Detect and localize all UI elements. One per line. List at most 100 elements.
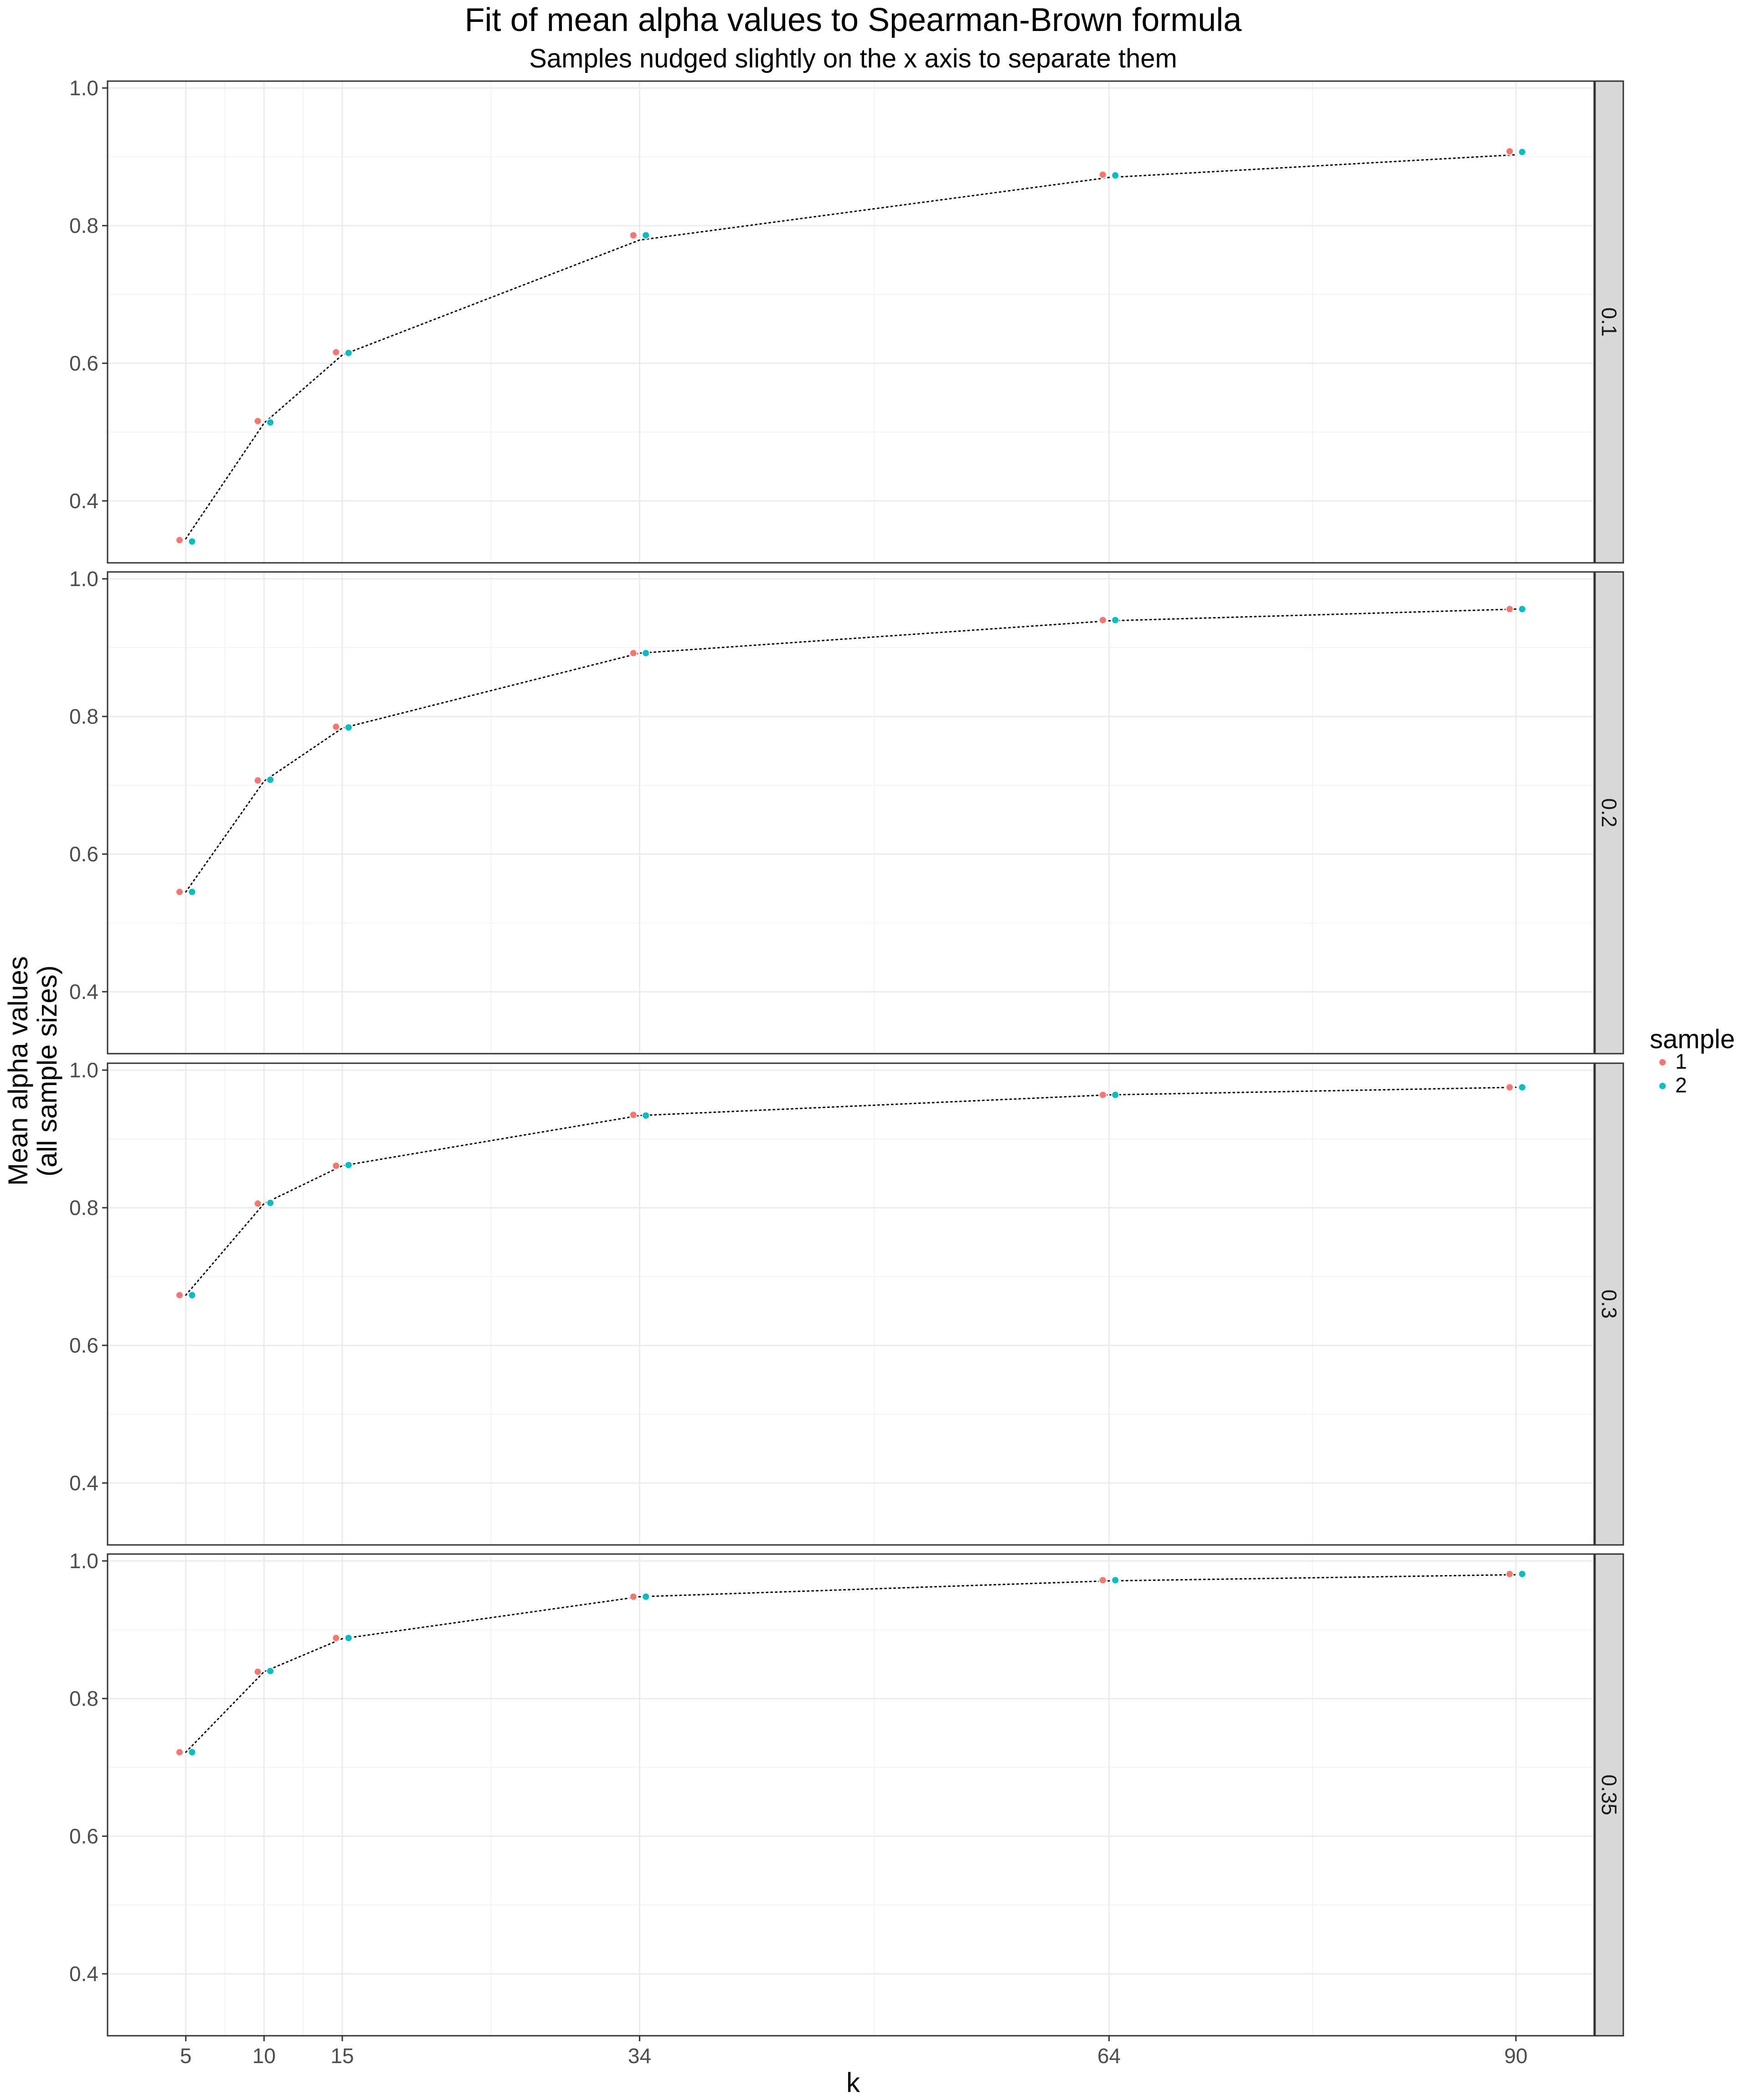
y-tick-label: 1.0 <box>69 567 98 591</box>
facet-strip <box>1594 80 1624 564</box>
x-axis: 5 10 15 34 64 90 <box>180 2036 1528 2068</box>
facet-panel-0.1: 0.4 0.6 0.8 1.0 0.1 <box>69 76 1624 564</box>
data-point-sample-2 <box>1111 1091 1120 1099</box>
y-tick-label: 0.8 <box>69 214 98 237</box>
facet-strip-label: 0.1 <box>1597 308 1621 337</box>
spearman-brown-fit-line <box>185 608 1517 893</box>
data-point-sample-2 <box>642 1592 650 1601</box>
y-tick-label: 0.4 <box>69 980 98 1004</box>
data-point-sample-1 <box>253 417 262 425</box>
data-point-sample-2 <box>642 649 650 658</box>
data-point-sample-1 <box>629 231 638 240</box>
x-axis-title: k <box>846 2067 860 2098</box>
data-point-sample-2 <box>642 231 650 240</box>
facet-strip-label: 0.2 <box>1597 798 1621 828</box>
data-point-sample-1 <box>175 536 184 545</box>
y-tick-label: 0.6 <box>69 1824 98 1848</box>
data-point-sample-2 <box>344 723 353 732</box>
facet-strip <box>1594 571 1624 1055</box>
facet-panel-0.35: 0.4 0.6 0.8 1.0 0.35 <box>69 1549 1624 2037</box>
data-point-sample-2 <box>266 1199 275 1207</box>
y-axis-title-line1: Mean alpha values <box>3 956 33 1186</box>
y-tick-label: 1.0 <box>69 1058 98 1082</box>
facet-panel-0.2: 0.4 0.6 0.8 1.0 0.2 <box>69 567 1624 1055</box>
y-tick-label: 1.0 <box>69 1549 98 1573</box>
data-point-sample-1 <box>332 1634 340 1642</box>
data-point-sample-1 <box>253 1199 262 1208</box>
y-tick-label: 0.8 <box>69 705 98 728</box>
x-tick-label: 34 <box>628 2044 651 2068</box>
y-tick-label: 1.0 <box>69 76 98 100</box>
panel-border <box>107 571 1595 1055</box>
data-point-sample-1 <box>1098 1091 1107 1099</box>
facet-strip-label: 0.35 <box>1597 1775 1621 1816</box>
data-point-sample-1 <box>629 649 638 658</box>
spearman-brown-fit-line <box>185 154 1517 540</box>
panel-border <box>107 1553 1595 2037</box>
x-tick-label: 64 <box>1097 2044 1121 2068</box>
y-tick-label: 0.8 <box>69 1687 98 1710</box>
data-point-sample-2 <box>642 1111 650 1120</box>
chart-title: Fit of mean alpha values to Spearman-Bro… <box>465 2 1242 38</box>
legend-label-sample-1: 1 <box>1675 1050 1687 1073</box>
facet-strip <box>1594 1062 1624 1546</box>
data-point-sample-2 <box>1111 171 1120 180</box>
data-point-sample-1 <box>175 888 184 896</box>
legend-key-sample-1 <box>1658 1058 1667 1066</box>
facet-strip-label: 0.3 <box>1597 1290 1621 1319</box>
data-point-sample-1 <box>253 1668 262 1676</box>
x-tick-label: 5 <box>180 2044 192 2068</box>
data-point-sample-2 <box>188 888 196 896</box>
data-point-sample-2 <box>1518 1570 1527 1578</box>
y-axis-title-line2: (all sample sizes) <box>32 965 62 1176</box>
data-point-sample-2 <box>1111 1576 1120 1585</box>
spearman-brown-fit-line <box>185 1574 1517 1753</box>
panel-background <box>108 1554 1594 2036</box>
data-point-sample-1 <box>332 348 340 356</box>
legend: sample 12 <box>1650 1024 1735 1097</box>
x-tick-label: 10 <box>252 2044 276 2068</box>
data-point-sample-1 <box>1505 1570 1514 1578</box>
panel-border <box>107 1062 1595 1546</box>
data-point-sample-1 <box>629 1592 638 1601</box>
data-point-sample-2 <box>1518 148 1527 156</box>
data-point-sample-1 <box>1505 605 1514 613</box>
data-point-sample-2 <box>266 1667 275 1675</box>
chart-subtitle: Samples nudged slightly on the x axis to… <box>529 44 1177 73</box>
facet-panels: 0.4 0.6 0.8 1.0 0.1 0.4 0.6 0.8 1.0 0.2 0.4 0.6 0.8 1… <box>69 76 1624 2068</box>
data-point-sample-1 <box>332 1161 340 1170</box>
y-tick-label: 0.8 <box>69 1196 98 1220</box>
x-tick-label: 15 <box>330 2044 354 2068</box>
spearman-brown-fit-line <box>185 1086 1517 1296</box>
data-point-sample-1 <box>332 722 340 731</box>
y-tick-label: 0.6 <box>69 351 98 375</box>
legend-title: sample <box>1650 1024 1735 1054</box>
data-point-sample-1 <box>253 776 262 785</box>
panel-background <box>108 572 1594 1054</box>
panel-background <box>108 1063 1594 1545</box>
data-point-sample-2 <box>344 1161 353 1169</box>
y-axis-title: Mean alpha values (all sample sizes) <box>3 956 62 1186</box>
y-tick-label: 0.4 <box>69 1962 98 1986</box>
data-point-sample-1 <box>1505 147 1514 156</box>
y-tick-label: 0.4 <box>69 489 98 513</box>
legend-entries: 12 <box>1658 1050 1687 1097</box>
legend-label-sample-2: 2 <box>1675 1073 1687 1097</box>
x-tick-label: 90 <box>1504 2044 1528 2068</box>
y-tick-label: 0.4 <box>69 1471 98 1495</box>
data-point-sample-2 <box>188 1748 196 1756</box>
data-point-sample-1 <box>175 1291 184 1299</box>
facet-strip <box>1594 1553 1624 2037</box>
data-point-sample-2 <box>344 1634 353 1642</box>
legend-key-sample-2 <box>1658 1082 1667 1090</box>
data-point-sample-2 <box>188 537 196 546</box>
data-point-sample-1 <box>1098 616 1107 624</box>
data-point-sample-1 <box>629 1111 638 1119</box>
panel-border <box>107 80 1595 564</box>
data-point-sample-2 <box>266 776 275 784</box>
data-point-sample-1 <box>1098 170 1107 179</box>
panel-background <box>108 81 1594 563</box>
data-point-sample-1 <box>1505 1083 1514 1091</box>
data-point-sample-2 <box>344 349 353 357</box>
